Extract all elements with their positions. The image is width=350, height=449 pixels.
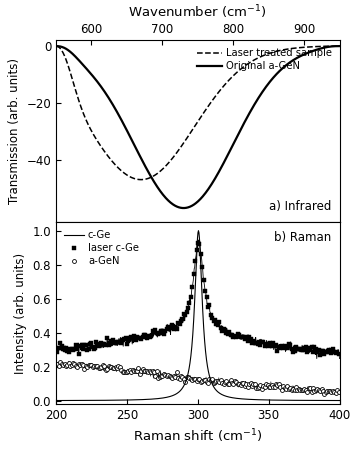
Legend: c-Ge, laser c-Ge, a-GeN: c-Ge, laser c-Ge, a-GeN: [61, 227, 142, 269]
c-Ge: [337, 398, 342, 403]
laser c-Ge: [106, 342, 111, 348]
a-GeN: [336, 390, 341, 395]
Original a-GeN: [222, 160, 226, 166]
Laser treated sample: [337, 44, 342, 49]
Original a-GeN: [183, 205, 187, 211]
Laser treated sample: [104, 151, 108, 156]
X-axis label: Raman shift (cm$^{-1}$): Raman shift (cm$^{-1}$): [133, 427, 262, 445]
c-Ge: [127, 397, 131, 403]
Laser treated sample: [127, 173, 131, 179]
Legend: Laser treated sample, Original a-GeN: Laser treated sample, Original a-GeN: [194, 45, 335, 75]
c-Ge: [244, 396, 248, 402]
laser c-Ge: [129, 335, 133, 340]
a-GeN: [58, 360, 62, 365]
a-GeN: [67, 360, 71, 365]
Laser treated sample: [268, 50, 272, 56]
Text: b) Raman: b) Raman: [274, 231, 331, 244]
Line: Laser treated sample: Laser treated sample: [56, 46, 340, 180]
c-Ge: [268, 397, 272, 403]
laser c-Ge: [325, 349, 329, 355]
Line: Original a-GeN: Original a-GeN: [56, 46, 340, 208]
Laser treated sample: [139, 177, 143, 182]
a-GeN: [325, 389, 329, 394]
Original a-GeN: [244, 117, 248, 123]
c-Ge: [222, 392, 226, 398]
X-axis label: Wavenumber (cm$^{-1}$): Wavenumber (cm$^{-1}$): [128, 3, 267, 21]
a-GeN: [131, 367, 135, 373]
laser c-Ge: [196, 240, 200, 245]
laser c-Ge: [54, 345, 58, 350]
Line: a-GeN: a-GeN: [54, 361, 341, 396]
laser c-Ge: [314, 346, 318, 352]
laser c-Ge: [318, 352, 322, 357]
Original a-GeN: [182, 205, 186, 211]
Laser treated sample: [183, 139, 187, 144]
Laser treated sample: [244, 62, 248, 68]
c-Ge: [182, 382, 186, 387]
Y-axis label: Transmission (arb. units): Transmission (arb. units): [8, 58, 21, 204]
laser c-Ge: [65, 348, 69, 353]
a-GeN: [314, 387, 318, 393]
Y-axis label: Intensity (arb. units): Intensity (arb. units): [14, 253, 27, 374]
c-Ge: [196, 228, 201, 233]
a-GeN: [322, 392, 327, 397]
Original a-GeN: [104, 91, 108, 97]
a-GeN: [54, 361, 58, 367]
Line: c-Ge: c-Ge: [56, 231, 340, 401]
Original a-GeN: [268, 79, 272, 84]
c-Ge: [54, 398, 58, 403]
laser c-Ge: [336, 351, 341, 357]
laser c-Ge: [71, 347, 75, 352]
Text: a) Infrared: a) Infrared: [268, 200, 331, 213]
Original a-GeN: [127, 132, 131, 137]
Original a-GeN: [54, 44, 58, 49]
a-GeN: [72, 361, 77, 366]
c-Ge: [104, 398, 108, 403]
a-GeN: [108, 364, 112, 370]
Line: laser c-Ge: laser c-Ge: [54, 241, 341, 357]
Laser treated sample: [222, 84, 226, 89]
Original a-GeN: [337, 44, 342, 49]
Laser treated sample: [54, 44, 58, 49]
